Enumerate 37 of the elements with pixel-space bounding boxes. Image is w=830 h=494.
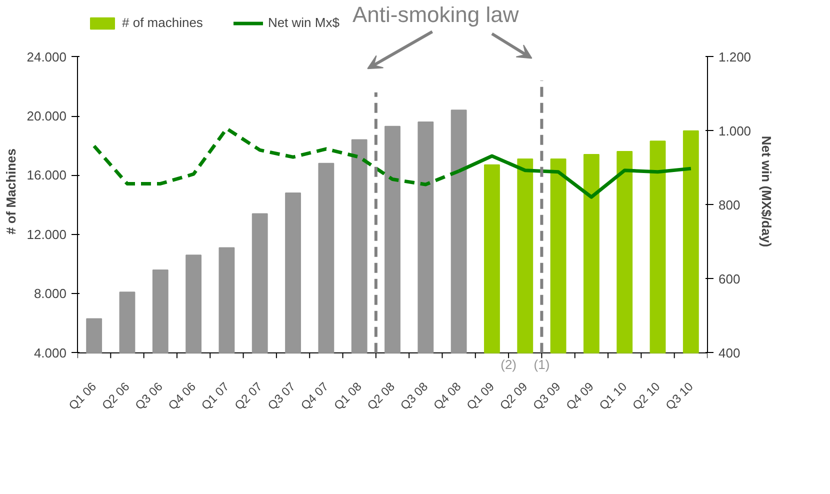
y2-tick-label: 1.000 xyxy=(718,123,752,138)
y2-tick-label: 600 xyxy=(718,271,740,286)
x-tick-label: Q2 10 xyxy=(630,379,663,413)
legend-label: Net win Mx$ xyxy=(268,15,340,30)
x-tick-label: Q3 07 xyxy=(264,379,298,413)
y2-tick-label: 1.200 xyxy=(718,49,752,64)
x-tick-label: Q2 07 xyxy=(232,379,266,413)
text: (2) xyxy=(500,357,516,372)
x-tick-label: Q3 08 xyxy=(398,379,431,413)
y-tick-label: 20.000 xyxy=(26,108,67,124)
x-tick-label: Q2 09 xyxy=(497,379,530,413)
x-tick-label: Q4 08 xyxy=(430,379,464,413)
y-tick-label: 24.000 xyxy=(26,49,67,64)
text: Anti-smoking law xyxy=(352,2,519,28)
legend-label: # of machines xyxy=(122,15,203,30)
y-tick-label: 16.000 xyxy=(26,168,67,183)
x-tick-label: Q1 06 xyxy=(66,379,100,413)
x-tick-label: Q1 10 xyxy=(596,379,630,413)
x-tick-label: Q3 10 xyxy=(662,379,696,413)
y-tick-label: 12.000 xyxy=(26,226,67,242)
x-tick-label: Q1 08 xyxy=(331,379,365,413)
x-tick-label: Q1 09 xyxy=(464,379,498,413)
y-tick-label: 4.000 xyxy=(34,345,67,360)
x-tick-label: Q4 09 xyxy=(563,379,597,413)
x-tick-label: Q2 08 xyxy=(364,379,398,413)
x-tick-label: Q1 07 xyxy=(198,379,232,413)
x-tick-label: Q4 07 xyxy=(298,379,332,413)
y2-tick-label: 800 xyxy=(718,197,740,212)
y2-tick-label: 400 xyxy=(718,345,740,360)
y-axis-title: # of Machines xyxy=(4,148,19,234)
x-tick-label: Q3 06 xyxy=(132,379,166,413)
x-tick-label: Q3 09 xyxy=(530,379,564,413)
x-tick-label: Q2 06 xyxy=(99,379,132,413)
x-tick-label: Q4 06 xyxy=(165,379,199,413)
y2-axis-title: Net win (MX$/day) xyxy=(759,136,774,248)
y-tick-label: 8.000 xyxy=(34,286,67,302)
text: (1) xyxy=(534,357,550,372)
